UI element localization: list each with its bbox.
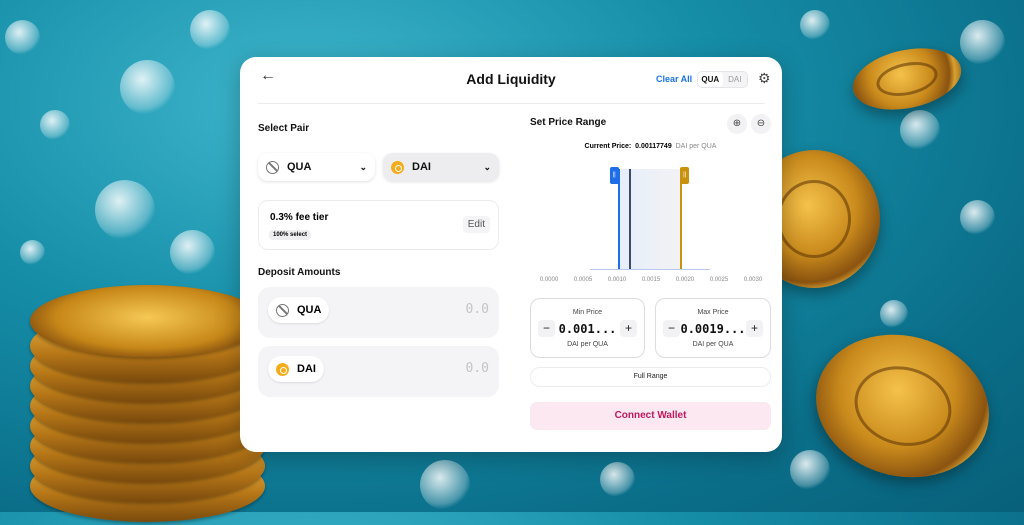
max-price-line <box>680 169 683 269</box>
min-price-line <box>617 169 620 269</box>
coin-stack-image <box>30 285 265 525</box>
x-tick-label: 0.0000 <box>539 277 559 283</box>
qua-token-icon <box>276 303 289 317</box>
edit-fee-button[interactable]: Edit <box>462 216 490 233</box>
gear-icon[interactable]: ⚙ <box>758 70 771 86</box>
x-tick-label: 0.0010 <box>607 277 627 283</box>
max-increment-button[interactable]: + <box>746 320 763 337</box>
add-liquidity-card: ← Add Liquidity Clear All QUA DAI ⚙ Sele… <box>240 57 782 452</box>
qua-token-icon <box>266 160 279 174</box>
x-tick-label: 0.0030 <box>743 277 763 283</box>
chevron-down-icon: ⌄ <box>359 161 367 172</box>
connect-wallet-button[interactable]: Connect Wallet <box>530 402 771 430</box>
x-tick-label: 0.0020 <box>675 277 695 283</box>
full-range-button[interactable]: Full Range <box>530 367 771 387</box>
min-price-label: Min Price <box>572 309 603 316</box>
min-price-box: Min Price −0.001... + DAI per QUA <box>530 298 645 358</box>
token-label: QUA <box>297 304 322 316</box>
min-price-unit: DAI per QUA <box>567 341 608 348</box>
divider <box>258 103 765 104</box>
max-price-handle[interactable]: || <box>680 167 690 184</box>
coin-image <box>799 315 1006 497</box>
deposit-amounts-heading: Deposit Amounts <box>258 267 341 278</box>
token-a-label: QUA <box>287 161 312 173</box>
x-tick-label: 0.0005 <box>573 277 593 283</box>
x-tick-label: 0.0015 <box>641 277 661 283</box>
max-price-unit: DAI per QUA <box>692 341 734 348</box>
min-price-handle[interactable]: || <box>609 167 619 184</box>
max-price-input[interactable]: 0.0019... <box>680 321 746 336</box>
toggle-qua[interactable]: QUA <box>698 72 723 87</box>
fee-badge: 100% select <box>269 230 312 240</box>
current-price: Current Price: 0.00117749 DAI per QUA <box>530 143 771 150</box>
fee-tier-label: 0.3% fee tier <box>270 212 329 223</box>
clear-all-link[interactable]: Clear All <box>656 74 693 84</box>
current-price-unit: DAI per QUA <box>675 143 717 150</box>
dai-token-icon <box>391 160 404 174</box>
min-decrement-button[interactable]: − <box>538 320 555 337</box>
max-decrement-button[interactable]: − <box>663 320 680 337</box>
current-price-value: 0.00117749 <box>635 143 672 150</box>
x-tick-label: 0.0025 <box>709 277 729 283</box>
min-price-input[interactable]: 0.001... <box>558 321 617 336</box>
dai-token-pill: DAI <box>268 356 324 382</box>
zoom-in-icon[interactable]: ⊕ <box>727 114 747 134</box>
token-toggle: QUA DAI <box>697 71 748 88</box>
token-b-select[interactable]: DAI ⌄ <box>383 153 499 181</box>
set-price-range-heading: Set Price Range <box>530 117 607 128</box>
max-price-label: Max Price <box>697 309 729 316</box>
amount-input[interactable]: 0.0 <box>465 361 489 376</box>
coin-image <box>847 39 967 119</box>
back-arrow-icon[interactable]: ← <box>260 67 276 84</box>
qua-token-pill: QUA <box>268 297 330 323</box>
zoom-out-icon[interactable]: ⊖ <box>751 114 771 134</box>
deposit-row-qua[interactable]: QUA 0.0 <box>258 287 499 338</box>
current-price-label: Current Price: <box>584 143 632 150</box>
amount-input[interactable]: 0.0 <box>465 302 489 317</box>
deposit-row-dai[interactable]: DAI 0.0 <box>258 346 499 397</box>
token-a-select[interactable]: QUA ⌄ <box>258 153 375 181</box>
select-pair-heading: Select Pair <box>258 123 310 134</box>
token-b-label: DAI <box>412 161 431 173</box>
current-price-line <box>629 169 632 269</box>
dai-token-icon <box>276 362 289 376</box>
page-title: Add Liquidity <box>466 71 556 87</box>
fee-tier-card: 0.3% fee tier 100% select Edit <box>258 200 499 250</box>
token-label: DAI <box>297 363 316 375</box>
min-increment-button[interactable]: + <box>619 320 637 337</box>
toggle-dai[interactable]: DAI <box>728 75 742 84</box>
chart-axis-line <box>590 269 710 270</box>
max-price-box: Max Price −0.0019... + DAI per QUA <box>655 298 771 358</box>
chevron-down-icon: ⌄ <box>483 161 491 172</box>
selected-range-band <box>617 169 681 269</box>
